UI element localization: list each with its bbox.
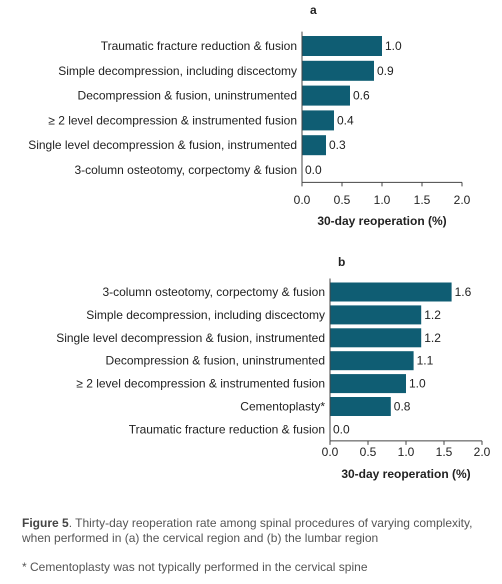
x-tick-label: 0.0 [322, 445, 339, 459]
x-tick-label: 2.0 [474, 445, 491, 459]
bar-4 [302, 110, 334, 131]
panel-label-a: a [310, 3, 317, 17]
category-label: 3-column osteotomy, corpectomy & fusion [74, 163, 297, 177]
value-label: 1.6 [455, 285, 472, 299]
value-label: 1.0 [385, 39, 402, 53]
value-label: 0.8 [394, 400, 411, 414]
category-label: Single level decompression & fusion, ins… [56, 331, 325, 345]
figure-label: Figure 5 [22, 516, 69, 530]
x-tick-label: 1.5 [414, 193, 431, 207]
category-label: Traumatic fracture reduction & fusion [129, 422, 325, 436]
category-label: 3-column osteotomy, corpectomy & fusion [102, 285, 325, 299]
value-label: 0.4 [337, 113, 354, 127]
bar-6 [330, 397, 391, 416]
bar-2 [302, 60, 374, 81]
value-label: 0.0 [305, 163, 322, 177]
category-label: Decompression & fusion, uninstrumented [78, 89, 297, 103]
value-label: 1.2 [424, 308, 441, 322]
bar-5 [330, 374, 406, 394]
x-axis-title: 30-day reoperation (%) [341, 467, 470, 481]
bar-5 [302, 135, 326, 156]
x-tick-label: 0.0 [294, 193, 311, 207]
bar-1 [302, 36, 382, 56]
figure-chart-area: a Traumatic fracture reduction & fusion 1.… [28, 3, 491, 481]
category-label: Simple decompression, including discecto… [86, 308, 325, 322]
bar-2 [330, 305, 422, 325]
bar-3 [302, 85, 350, 106]
figure-caption: Figure 5. Thirty-day reoperation rate am… [22, 516, 492, 546]
value-label: 1.2 [424, 331, 441, 345]
category-label: Cementoplasty* [240, 400, 325, 414]
value-label: 0.6 [353, 89, 370, 103]
value-label: 0.3 [329, 138, 346, 152]
x-tick-label: 1.0 [398, 445, 415, 459]
value-label: 0.9 [377, 64, 394, 78]
category-label: Single level decompression & fusion, ins… [28, 138, 297, 152]
x-tick-label: 0.5 [334, 193, 351, 207]
x-tick-label: 1.0 [374, 193, 391, 207]
x-tick-label: 0.5 [360, 445, 377, 459]
panel-label-b: b [338, 255, 345, 269]
bar-3 [330, 328, 422, 348]
category-label: ≥ 2 level decompression & instrumented f… [76, 377, 325, 391]
value-label: 1.0 [409, 377, 426, 391]
bar-4 [330, 351, 414, 371]
x-tick-label: 1.5 [436, 445, 453, 459]
x-axis-title: 30-day reoperation (%) [317, 214, 446, 228]
x-tick-label: 2.0 [454, 193, 471, 207]
category-label: ≥ 2 level decompression & instrumented f… [48, 113, 297, 127]
category-label: Decompression & fusion, uninstrumented [106, 354, 325, 368]
category-label: Traumatic fracture reduction & fusion [101, 39, 297, 53]
category-label: Simple decompression, including discecto… [58, 64, 297, 78]
value-label: 1.1 [417, 354, 434, 368]
value-label: 0.0 [333, 422, 350, 436]
figure-footnote: * Cementoplasty was not typically perfor… [22, 560, 368, 574]
bar-1 [330, 282, 452, 302]
figure-caption-text: . Thirty-day reoperation rate among spin… [22, 516, 473, 545]
